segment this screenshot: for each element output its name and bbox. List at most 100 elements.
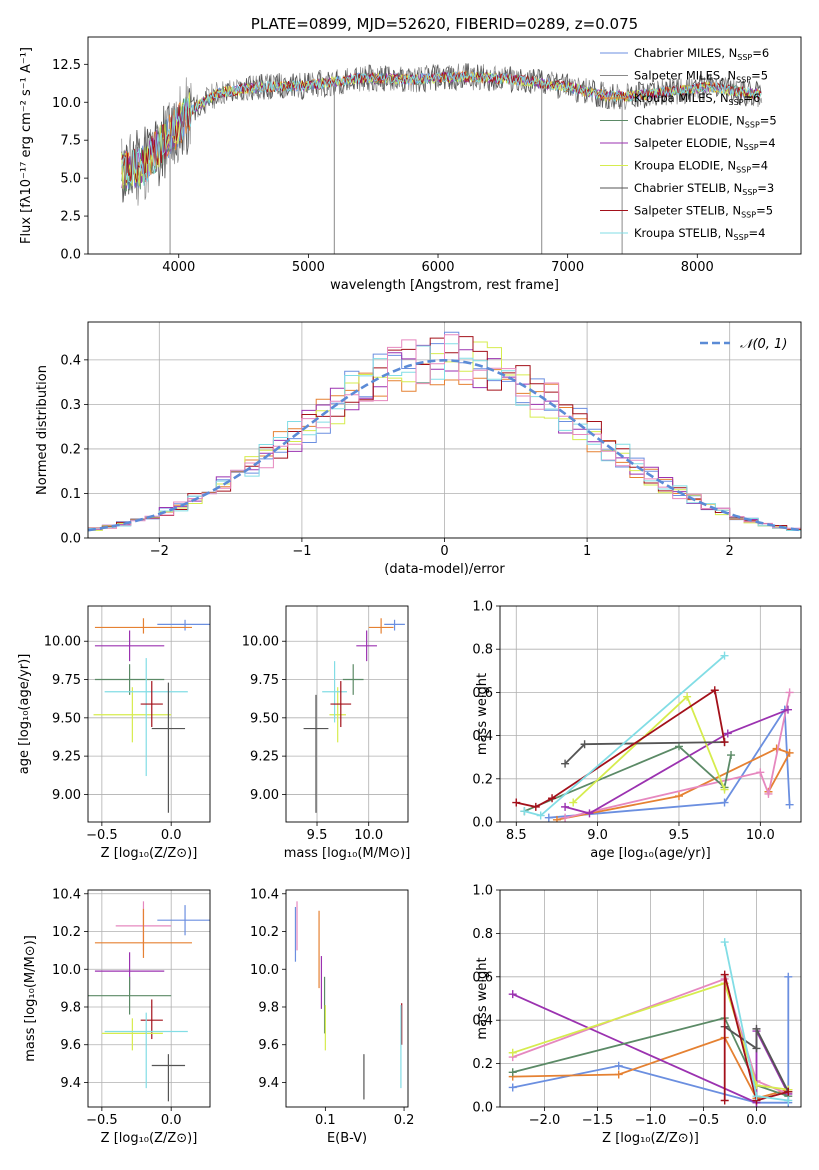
errorbar-point: [356, 630, 377, 662]
weight-line: [564, 708, 789, 815]
y-tick-label: 10.00: [242, 635, 279, 650]
weight-marker: [536, 811, 545, 820]
errorbar-point: [94, 630, 165, 662]
y-axis-label: Flux [fλ10⁻¹⁷ erg cm⁻² s⁻¹ A⁻¹]: [19, 47, 34, 244]
y-tick-label: 9.8: [60, 1000, 81, 1015]
y-tick-label: 10.4: [52, 887, 81, 902]
weight-marker: [720, 738, 729, 747]
y-tick-label: 10.4: [250, 887, 279, 902]
panel-weight_vs_Z: −2.0 −1.5 −1.0 −0.5 0.0 0.0 0.2 0.4 0.6 0.8 1.0 Z […: [472, 884, 802, 1146]
y-axis-label: mass weight: [475, 957, 490, 1039]
weight-marker: [784, 1096, 793, 1105]
plot-area-age_vs_Z: [88, 606, 210, 822]
weight-marker: [585, 809, 594, 818]
y-tick-label: 10.2: [52, 925, 81, 940]
x-tick-label: 0.0: [161, 828, 182, 843]
weight-marker: [764, 789, 773, 798]
errorbar-point: [157, 905, 210, 936]
weight-marker: [727, 751, 736, 760]
panel-mass_vs_Z: −0.5 0.0 9.4 9.6 9.8 10.0 10.2 10.4 Z [log₁₀(Z/Z…: [23, 887, 211, 1146]
x-tick-label: −0.5: [86, 828, 118, 843]
y-tick-label: 0.0: [472, 816, 493, 831]
y-tick-label: 9.50: [52, 711, 81, 726]
legend-entry: Chabrier MILES, NSSP=6: [634, 46, 769, 62]
x-tick-label: −0.5: [86, 1113, 118, 1128]
y-tick-label: 12.5: [52, 58, 81, 73]
weight-marker: [756, 768, 765, 777]
axes-frame: [499, 889, 802, 1108]
weight-marker: [720, 1096, 729, 1105]
y-tick-label: 9.4: [258, 1076, 279, 1091]
x-tick-label: 5000: [292, 260, 325, 275]
x-tick-label: 10.0: [746, 828, 775, 843]
weight-marker: [720, 938, 729, 947]
y-tick-label: 2.5: [60, 210, 81, 225]
y-tick-label: 9.75: [52, 673, 81, 688]
x-tick-label: 9.0: [587, 828, 608, 843]
y-tick-label: 9.50: [250, 711, 279, 726]
weight-marker: [752, 1044, 761, 1053]
y-tick-label: 0.4: [472, 1014, 493, 1029]
weight-line: [512, 1016, 789, 1098]
weight-marker: [508, 1068, 517, 1077]
x-tick-label: −1.5: [582, 1113, 614, 1128]
y-tick-label: 9.8: [258, 1000, 279, 1015]
errorbar-point: [94, 618, 192, 634]
errorbar-point: [329, 687, 346, 743]
y-tick-label: 9.6: [258, 1038, 279, 1053]
plot-area-mass_vs_ebv: [294, 901, 403, 1100]
x-tick-label: −1: [292, 544, 311, 559]
errorbar-point: [104, 658, 188, 777]
errorbar-point: [151, 1054, 186, 1102]
errorbar-point: [151, 682, 186, 813]
y-tick-label: 0.0: [60, 532, 81, 547]
legend: Chabrier MILES, NSSP=6 Salpeter MILES, NS…: [600, 46, 777, 242]
legend-entry: Salpeter ELODIE, NSSP=4: [634, 136, 776, 152]
plot-area-residuals: [88, 322, 801, 538]
y-axis-label: age [log₁₀(age/yr)]: [17, 654, 32, 775]
weight-marker: [723, 729, 732, 738]
weight-series: [520, 651, 729, 820]
y-tick-label: 9.25: [250, 750, 279, 765]
weight-marker: [552, 815, 561, 822]
x-tick-label: 0: [440, 544, 448, 559]
x-axis-label: Z [log₁₀(Z/Z⊙)]: [602, 1131, 699, 1146]
panel-residuals: −2 −1 0 1 2 0.0 0.1 0.2 0.3 0.4 (data-model)/error…: [35, 321, 802, 577]
y-tick-label: 9.4: [60, 1076, 81, 1091]
weight-marker: [512, 798, 521, 807]
y-tick-label: 9.6: [60, 1038, 81, 1053]
x-axis-label: Z [log₁₀(Z/Z⊙)]: [101, 846, 198, 861]
weight-marker: [720, 651, 729, 660]
errorbar-point: [101, 1018, 163, 1051]
x-tick-label: 0.2: [394, 1113, 415, 1128]
x-axis-label: wavelength [Angstrom, rest frame]: [330, 278, 559, 293]
x-tick-label: 9.5: [307, 828, 328, 843]
y-tick-label: 0.2: [472, 772, 493, 787]
weight-marker: [674, 792, 683, 801]
weight-marker: [548, 794, 557, 803]
y-tick-label: 5.0: [60, 172, 81, 187]
x-tick-label: −0.5: [688, 1113, 720, 1128]
errorbar-point: [140, 681, 163, 728]
errorbar-point: [330, 681, 352, 728]
normal-curve: [88, 358, 801, 532]
weight-marker: [752, 1092, 761, 1101]
y-tick-label: 1.0: [472, 600, 493, 615]
y-tick-label: 10.0: [52, 963, 81, 978]
panel-age_vs_Z: −0.5 0.0 9.00 9.25 9.50 9.75 10.00 Z [log₁₀(Z/Z…: [17, 605, 211, 861]
panel-age_vs_mass: 9.5 10.0 9.00 9.25 9.50 9.75 10.00 mass [log₁₀(…: [242, 605, 411, 861]
x-tick-label: 4000: [162, 260, 195, 275]
weight-marker: [561, 759, 570, 768]
x-axis-label: mass [log₁₀(M/M⊙)]: [284, 846, 411, 861]
y-axis-label: mass [log₁₀(M/M⊙)]: [23, 935, 38, 1062]
y-tick-label: 0.8: [472, 927, 493, 942]
y-tick-label: 9.25: [52, 750, 81, 765]
weight-line: [564, 692, 791, 819]
spectrum-series: [121, 71, 762, 186]
weight-series: [561, 705, 792, 818]
panel-mass_vs_ebv: 0.1 0.2 9.4 9.6 9.8 10.0 10.2 10.4 E(B-V): [250, 887, 414, 1146]
legend-entry: Kroupa MILES, NSSP=6: [634, 91, 760, 107]
weight-series: [720, 938, 793, 1105]
y-tick-label: 7.5: [60, 134, 81, 149]
